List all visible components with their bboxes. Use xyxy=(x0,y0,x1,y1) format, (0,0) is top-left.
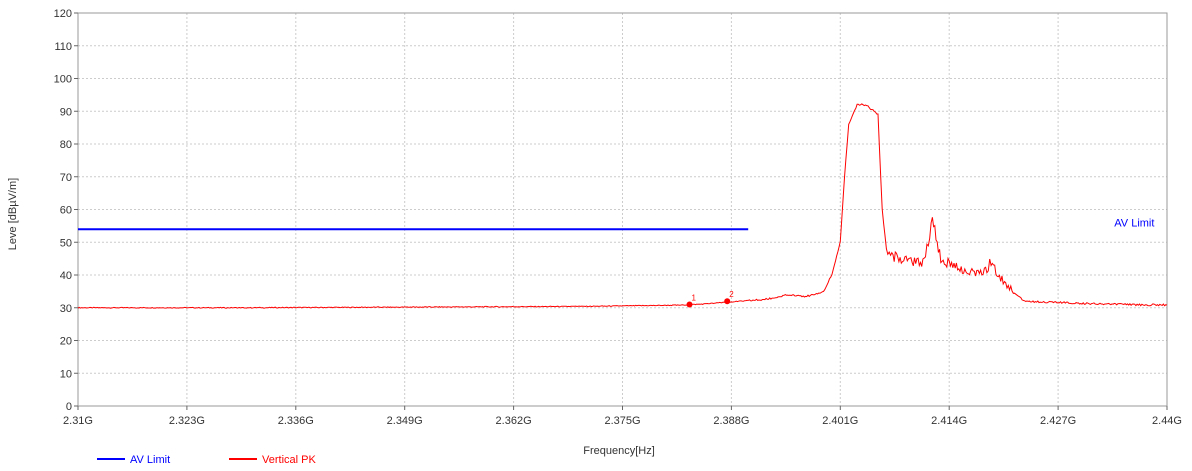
y-tick-label: 10 xyxy=(60,368,72,380)
legend-label-vertical-pk: Vertical PK xyxy=(262,454,316,466)
x-tick-label: 2.362G xyxy=(496,415,532,427)
y-tick-label: 60 xyxy=(60,205,72,217)
grid-lines xyxy=(77,12,1168,407)
marker-label-2: 2 xyxy=(729,290,734,299)
y-tick-label: 100 xyxy=(54,74,72,86)
y-tick-label: 70 xyxy=(60,172,72,184)
x-axis-ticks: 2.31G 2.323G 2.336G 2.349G 2.362G 2.375G 2.388… xyxy=(63,406,1182,427)
x-tick-label: 2.401G xyxy=(822,415,858,427)
y-tick-label: 50 xyxy=(60,237,72,249)
y-tick-label: 80 xyxy=(60,139,72,151)
x-tick-label: 2.349G xyxy=(387,415,423,427)
y-tick-label: 90 xyxy=(60,106,72,118)
x-tick-label: 2.323G xyxy=(169,415,205,427)
x-tick-label: 2.44G xyxy=(1152,415,1182,427)
legend: AV Limit Vertical PK xyxy=(97,454,316,466)
x-tick-label: 2.336G xyxy=(278,415,314,427)
annotation-layer: AV Limit xyxy=(1114,218,1154,230)
y-tick-label: 110 xyxy=(54,41,72,53)
x-tick-label: 2.414G xyxy=(931,415,967,427)
y-axis-title: Leve [dBµV/m] xyxy=(7,178,19,250)
y-axis-ticks: 0 10 20 30 40 50 60 70 80 90 100 110 120 xyxy=(54,8,78,413)
legend-label-av-limit: AV Limit xyxy=(130,454,170,466)
y-tick-label: 0 xyxy=(66,401,72,413)
x-tick-label: 2.388G xyxy=(713,415,749,427)
y-tick-label: 20 xyxy=(60,336,72,348)
y-tick-label: 40 xyxy=(60,270,72,282)
annotation-av-limit: AV Limit xyxy=(1114,218,1154,230)
y-tick-label: 120 xyxy=(54,8,72,20)
series-layer xyxy=(77,103,1168,309)
marker-point-2 xyxy=(724,298,731,305)
marker-label-1: 1 xyxy=(692,293,697,302)
y-tick-label: 30 xyxy=(60,303,72,315)
x-tick-label: 2.375G xyxy=(604,415,640,427)
x-tick-label: 2.427G xyxy=(1040,415,1076,427)
x-tick-label: 2.31G xyxy=(63,415,93,427)
marker-point-1 xyxy=(686,301,693,308)
series-line-vertical-pk xyxy=(77,103,1168,309)
x-axis-title: Frequency[Hz] xyxy=(583,445,655,457)
